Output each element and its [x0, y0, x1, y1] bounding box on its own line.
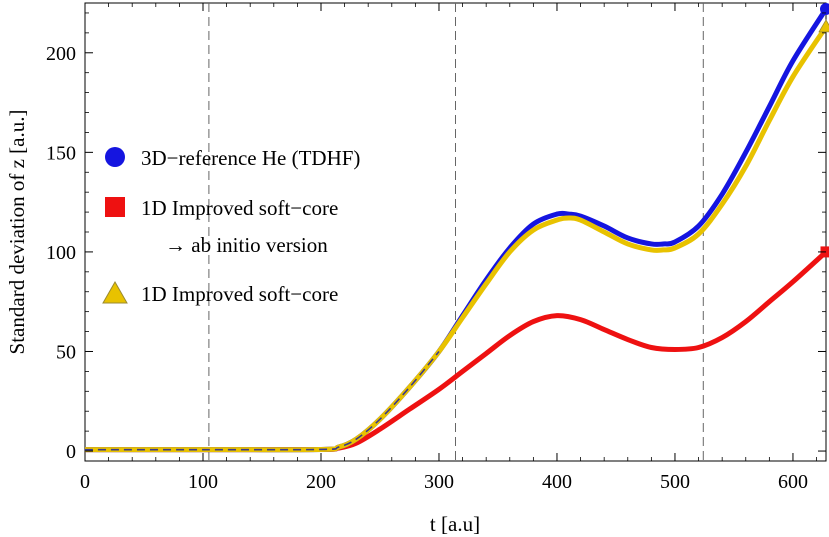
y-tick-label-3: 150	[46, 142, 76, 164]
x-tick-label-3: 300	[424, 471, 454, 493]
y-tick-label-4: 200	[46, 43, 76, 65]
series-end-marker-2	[818, 19, 829, 33]
vertical-reference-lines	[208, 3, 704, 461]
reference-dashed-overlay	[84, 350, 440, 451]
x-axis-label: t [a.u]	[430, 512, 480, 536]
x-tick-label-4: 400	[542, 471, 572, 493]
y-tick-label-1: 50	[56, 341, 76, 363]
y-axis-label: Standard deviation of z [a.u.]	[5, 110, 29, 355]
legend-marker-2	[102, 280, 128, 304]
y-axis-ticks: 0 50 100 150 200	[46, 12, 826, 463]
legend: 3D−reference He (TDHF) 1D Improved soft−c…	[102, 146, 360, 306]
y-tick-label-2: 100	[46, 242, 76, 264]
series-lines	[84, 7, 829, 453]
legend-label-1-line2: → ab initio version	[165, 233, 328, 257]
legend-label-2: 1D Improved soft−core	[141, 282, 338, 306]
x-tick-label-6: 600	[778, 471, 808, 493]
legend-label-0: 3D−reference He (TDHF)	[141, 146, 360, 170]
legend-marker-0	[105, 147, 125, 167]
x-tick-label-2: 200	[306, 471, 336, 493]
x-tick-label-1: 100	[188, 471, 218, 493]
series-end-markers	[818, 2, 829, 258]
legend-marker-1	[105, 197, 125, 217]
x-tick-label-0: 0	[80, 471, 90, 493]
series-end-marker-0	[820, 2, 829, 15]
legend-label-1: 1D Improved soft−core	[141, 196, 338, 220]
y-tick-label-0: 0	[66, 441, 76, 463]
x-tick-label-5: 500	[660, 471, 690, 493]
x-axis-ticks: 0 100 200 300 400 500 600	[80, 3, 817, 493]
